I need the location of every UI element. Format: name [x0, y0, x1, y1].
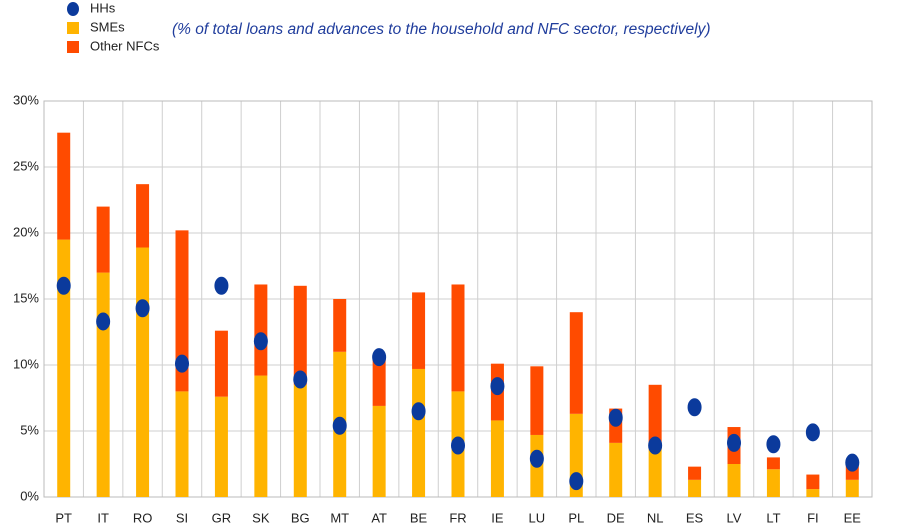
bar-segment: [688, 466, 702, 480]
chart-subtitle: (% of total loans and advances to the ho…: [172, 21, 711, 38]
y-tick-label: 25%: [13, 158, 39, 173]
x-tick-label: AT: [371, 510, 387, 525]
x-tick-label: MT: [330, 510, 349, 525]
bar-segment: [214, 396, 228, 497]
x-tick-label: LU: [529, 510, 546, 525]
dot: [175, 354, 189, 373]
dot: [687, 398, 702, 417]
x-tick-label: IE: [491, 510, 504, 525]
bar-segment: [175, 230, 189, 392]
dot: [56, 276, 71, 295]
legend-label: SMEs: [90, 19, 125, 34]
x-tick-label: PT: [55, 510, 72, 525]
dot: [214, 276, 229, 295]
y-tick-label: 15%: [13, 290, 39, 305]
bar-segment: [254, 284, 268, 376]
bar-segment: [451, 284, 465, 392]
bar-segment: [57, 239, 71, 497]
dot: [372, 348, 387, 367]
x-tick-label: SI: [176, 510, 188, 525]
x-tick-label: FR: [449, 510, 466, 525]
bar-segment: [648, 384, 662, 447]
x-tick-label: BG: [291, 510, 310, 525]
bar-segment: [727, 464, 741, 497]
bar-segment: [609, 442, 623, 497]
x-tick-label: GR: [212, 510, 232, 525]
x-tick-label: FI: [807, 510, 819, 525]
dot: [96, 312, 111, 331]
bar-segment: [806, 489, 820, 497]
bar-segment: [293, 285, 307, 385]
bar-segment: [96, 206, 110, 273]
bar-segment: [96, 272, 110, 497]
legend-marker: [67, 41, 79, 53]
y-tick-label: 0%: [20, 488, 39, 503]
dot: [293, 370, 308, 389]
bar-segment: [569, 312, 583, 414]
bar-segment: [136, 184, 150, 248]
y-tick-label: 30%: [13, 92, 39, 107]
x-tick-label: LT: [766, 510, 780, 525]
x-tick-label: RO: [133, 510, 153, 525]
y-tick-label: 10%: [13, 356, 39, 371]
bar-segment: [412, 292, 426, 369]
bar-segment: [766, 457, 780, 470]
x-tick-label: BE: [410, 510, 428, 525]
dot: [253, 332, 268, 351]
x-tick-label: ES: [686, 510, 704, 525]
x-tick-label: IT: [97, 510, 109, 525]
bar-segment: [372, 358, 386, 406]
dot: [569, 472, 584, 491]
dot: [727, 433, 741, 452]
bar-segment: [845, 479, 859, 497]
x-tick-label: LV: [727, 510, 742, 525]
dot: [332, 416, 347, 435]
bar-segment: [688, 479, 702, 497]
dot: [529, 449, 544, 468]
dot: [135, 299, 150, 318]
dot: [411, 402, 426, 421]
y-tick-label: 20%: [13, 224, 39, 239]
dot: [451, 436, 465, 455]
bar-segment: [806, 474, 820, 490]
bar-segment: [175, 391, 189, 497]
legend-marker: [67, 22, 79, 34]
dot: [766, 435, 781, 454]
bar-segment: [57, 132, 71, 240]
dot: [805, 423, 820, 442]
bar-segment: [333, 299, 347, 352]
y-tick-label: 5%: [20, 422, 39, 437]
dot: [608, 408, 623, 427]
x-tick-label: PL: [568, 510, 584, 525]
legend-label: Other NFCs: [90, 38, 160, 53]
bar-segment: [490, 420, 504, 497]
dot: [490, 377, 505, 396]
bar-segment: [648, 446, 662, 497]
x-tick-label: EE: [844, 510, 862, 525]
bar-segment: [254, 375, 268, 497]
bar-segment: [136, 247, 150, 497]
x-tick-label: SK: [252, 510, 270, 525]
legend-label: HHs: [90, 0, 116, 15]
bar-segment: [530, 366, 544, 435]
bar-segment: [372, 405, 386, 497]
dot: [648, 436, 663, 455]
x-tick-label: NL: [647, 510, 664, 525]
bar-segment: [412, 368, 426, 497]
x-tick-label: DE: [607, 510, 625, 525]
bar-segment: [293, 384, 307, 497]
bar-segment: [214, 330, 228, 397]
dot: [845, 453, 860, 472]
bar-segment: [766, 469, 780, 497]
legend-marker: [67, 2, 79, 16]
